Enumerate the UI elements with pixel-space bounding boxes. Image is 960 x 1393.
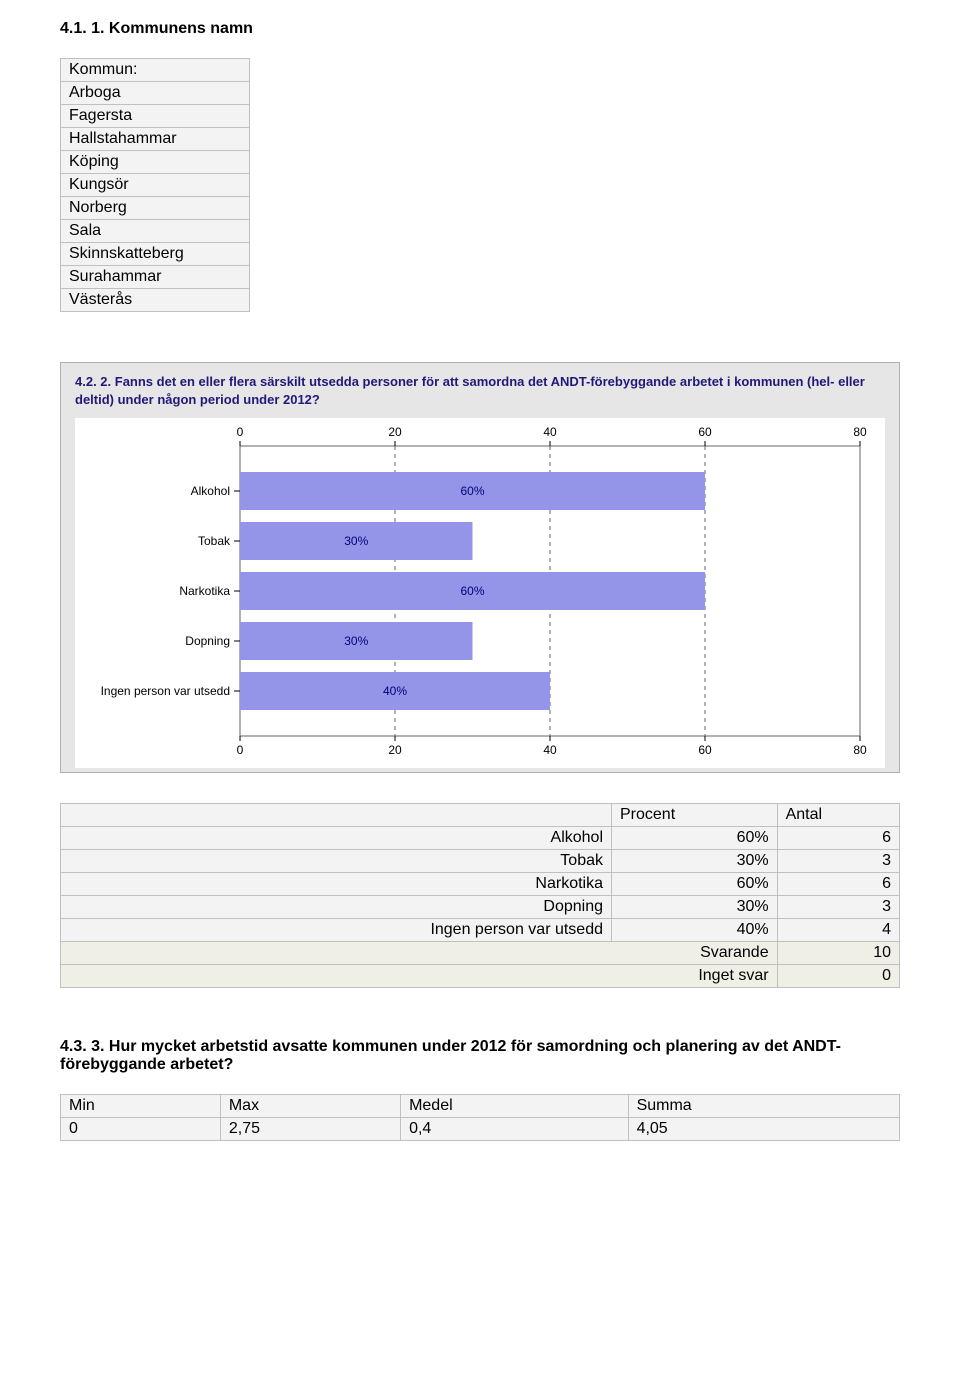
kommun-cell: Köping: [61, 151, 249, 173]
svg-text:60: 60: [698, 425, 712, 439]
stats-cell: 4,05: [629, 1118, 899, 1140]
kommun-cell: Fagersta: [61, 105, 249, 127]
kommun-cell: Sala: [61, 220, 249, 242]
kommun-cell: Hallstahammar: [61, 128, 249, 150]
stats-cell: 0: [61, 1118, 220, 1140]
result-antal: 6: [778, 873, 899, 895]
result-antal: 6: [778, 827, 899, 849]
col-antal: Antal: [778, 804, 899, 826]
kommun-cell: Norberg: [61, 197, 249, 219]
svg-text:0: 0: [237, 425, 244, 439]
result-procent: 40%: [612, 919, 777, 941]
result-label: Narkotika: [61, 873, 611, 895]
stats-header: Min: [61, 1095, 220, 1117]
svg-text:80: 80: [853, 425, 867, 439]
svg-text:40: 40: [543, 425, 557, 439]
result-procent: 60%: [612, 873, 777, 895]
chart-container: 4.2. 2. Fanns det en eller flera särskil…: [60, 362, 900, 773]
result-procent: 60%: [612, 827, 777, 849]
svg-text:60%: 60%: [460, 484, 484, 498]
kommun-cell: Surahammar: [61, 266, 249, 288]
svg-text:Ingen person var utsedd: Ingen person var utsedd: [101, 684, 230, 698]
blank: [61, 804, 611, 826]
chart-title: 4.2. 2. Fanns det en eller flera särskil…: [75, 373, 885, 408]
result-label: Tobak: [61, 850, 611, 872]
result-antal: 3: [778, 850, 899, 872]
svg-text:20: 20: [388, 743, 402, 757]
svg-text:Dopning: Dopning: [185, 634, 230, 648]
result-procent: 30%: [612, 896, 777, 918]
result-label: Ingen person var utsedd: [61, 919, 611, 941]
svg-text:0: 0: [237, 743, 244, 757]
bar-chart: 0 0 20 20 40 40 60 60 80 80 60% Alkohol 30% Tobak 60% N…: [75, 418, 885, 768]
kommun-header: Kommun:: [61, 59, 249, 81]
svg-text:60%: 60%: [460, 584, 484, 598]
result-antal: 3: [778, 896, 899, 918]
summary-value: 0: [778, 965, 899, 987]
svg-text:Narkotika: Narkotika: [179, 584, 230, 598]
kommun-cell: Kungsör: [61, 174, 249, 196]
stats-cell: 0,4: [401, 1118, 628, 1140]
kommun-cell: Arboga: [61, 82, 249, 104]
kommun-table: Kommun: ArbogaFagerstaHallstahammarKöpin…: [60, 58, 250, 312]
stats-header: Max: [221, 1095, 400, 1117]
stats-header: Summa: [629, 1095, 899, 1117]
stats-table: MinMaxMedelSumma 02,750,44,05: [60, 1094, 900, 1141]
svg-text:60: 60: [698, 743, 712, 757]
result-label: Alkohol: [61, 827, 611, 849]
summary-label: Svarande: [61, 942, 777, 964]
section3-heading: 4.3. 3. Hur mycket arbetstid avsatte kom…: [60, 1038, 900, 1074]
svg-text:30%: 30%: [344, 634, 368, 648]
svg-text:20: 20: [388, 425, 402, 439]
stats-header: Medel: [401, 1095, 628, 1117]
section1-heading: 4.1. 1. Kommunens namn: [60, 20, 900, 38]
svg-text:Tobak: Tobak: [198, 534, 231, 548]
kommun-cell: Skinnskatteberg: [61, 243, 249, 265]
svg-text:80: 80: [853, 743, 867, 757]
svg-text:30%: 30%: [344, 534, 368, 548]
svg-text:40: 40: [543, 743, 557, 757]
result-antal: 4: [778, 919, 899, 941]
kommun-cell: Västerås: [61, 289, 249, 311]
stats-data-row: 02,750,44,05: [61, 1118, 899, 1140]
svg-text:Alkohol: Alkohol: [191, 484, 230, 498]
result-label: Dopning: [61, 896, 611, 918]
summary-value: 10: [778, 942, 899, 964]
svg-text:40%: 40%: [383, 684, 407, 698]
stats-header-row: MinMaxMedelSumma: [61, 1095, 899, 1117]
result-procent: 30%: [612, 850, 777, 872]
summary-label: Inget svar: [61, 965, 777, 987]
col-procent: Procent: [612, 804, 777, 826]
results-table: Procent Antal Alkohol 60% 6 Tobak 30% 3 Na…: [60, 803, 900, 988]
stats-cell: 2,75: [221, 1118, 400, 1140]
